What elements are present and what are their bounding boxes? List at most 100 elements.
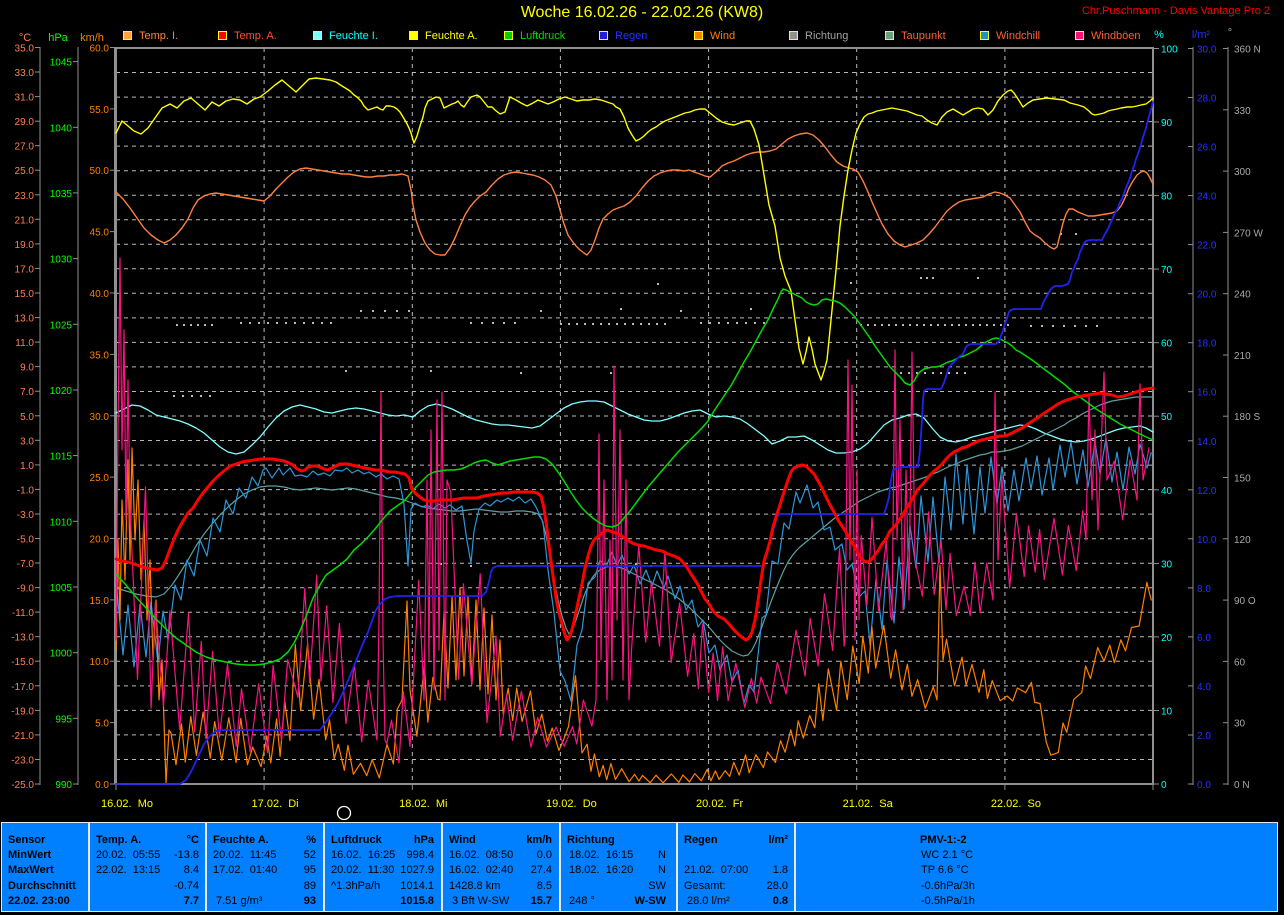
svg-text:60: 60 [1161,339,1173,350]
svg-text:2.0: 2.0 [1197,731,1211,742]
svg-text:50.0: 50.0 [90,166,110,177]
svg-text:1.0: 1.0 [20,461,34,472]
svg-text:25.0: 25.0 [90,473,110,484]
svg-text:km/h: km/h [80,32,104,44]
svg-text:-13.0: -13.0 [11,633,34,644]
svg-text:70: 70 [1161,265,1173,276]
svg-text:360 N: 360 N [1234,45,1261,56]
svg-text:1035: 1035 [50,189,73,200]
svg-text:1045: 1045 [50,58,73,69]
svg-text:1005: 1005 [50,583,73,594]
svg-text:-11.0: -11.0 [12,608,34,619]
svg-text:31.0: 31.0 [15,93,35,104]
svg-text:240: 240 [1234,290,1251,301]
svg-text:19.0: 19.0 [15,240,35,251]
svg-text:-17.0: -17.0 [11,682,34,693]
svg-text:90 O: 90 O [1234,596,1256,607]
svg-text:330: 330 [1234,106,1251,117]
svg-text:-3.0: -3.0 [17,510,35,521]
svg-text:30: 30 [1161,559,1173,570]
svg-text:15.0: 15.0 [90,596,110,607]
svg-text:995: 995 [55,714,72,725]
svg-text:-25.0: -25.0 [11,780,34,791]
svg-text:21.0: 21.0 [15,215,35,226]
svg-text:270 W: 270 W [1234,228,1263,239]
svg-text:0.0: 0.0 [95,780,109,791]
svg-text:-7.0: -7.0 [17,559,35,570]
svg-text:17.02. Di: 17.02. Di [252,798,299,810]
svg-text:9.0: 9.0 [20,363,34,374]
svg-text:-9.0: -9.0 [17,584,35,595]
svg-text:990: 990 [55,780,72,791]
svg-text:90: 90 [1161,118,1173,129]
svg-text:33.0: 33.0 [15,68,35,79]
svg-text:16.0: 16.0 [1197,388,1217,399]
svg-text:30.0: 30.0 [90,412,110,423]
svg-text:100: 100 [1161,45,1178,56]
svg-text:35.0: 35.0 [90,350,110,361]
svg-text:20.0: 20.0 [90,535,110,546]
svg-text:24.0: 24.0 [1197,192,1217,203]
svg-text:16.02. Mo: 16.02. Mo [101,798,153,810]
svg-text:20: 20 [1161,633,1173,644]
svg-text:7.0: 7.0 [20,387,34,398]
svg-text:4.0: 4.0 [1197,682,1211,693]
svg-text:10: 10 [1161,707,1173,718]
svg-text:10.0: 10.0 [1197,535,1217,546]
svg-text:%: % [1154,29,1164,41]
svg-text:18.0: 18.0 [1197,339,1217,350]
svg-text:25.0: 25.0 [15,166,35,177]
svg-text:22.0: 22.0 [1197,241,1217,252]
svg-text:19.02. Do: 19.02. Do [546,798,597,810]
svg-text:-1.0: -1.0 [17,485,35,496]
svg-text:60: 60 [1234,657,1246,668]
svg-text:0 N: 0 N [1234,780,1250,791]
svg-text:-23.0: -23.0 [11,756,34,767]
svg-text:1040: 1040 [50,123,73,134]
svg-text:°C: °C [19,32,31,44]
svg-text:8.0: 8.0 [1197,584,1211,595]
svg-text:1015: 1015 [50,452,73,463]
svg-text:l/m²: l/m² [1192,29,1211,41]
svg-text:55.0: 55.0 [90,105,110,116]
svg-text:30: 30 [1234,719,1246,730]
svg-text:10.0: 10.0 [90,657,110,668]
svg-text:150: 150 [1234,474,1251,485]
svg-text:28.0: 28.0 [1197,94,1217,105]
svg-text:5.0: 5.0 [95,719,109,730]
svg-text:hPa: hPa [48,32,68,44]
svg-text:-5.0: -5.0 [17,535,35,546]
svg-text:11.0: 11.0 [15,338,34,349]
svg-text:0: 0 [1161,780,1167,791]
svg-text:180 S: 180 S [1234,412,1260,423]
svg-text:45.0: 45.0 [90,228,110,239]
svg-text:15.0: 15.0 [15,289,35,300]
svg-text:18.02. Mi: 18.02. Mi [399,798,447,810]
svg-text:40: 40 [1161,486,1173,497]
svg-text:6.0: 6.0 [1197,633,1211,644]
svg-text:80: 80 [1161,192,1173,203]
svg-text:30.0: 30.0 [1197,45,1217,56]
svg-text:3.0: 3.0 [20,436,34,447]
svg-text:1010: 1010 [50,517,73,528]
svg-text:13.0: 13.0 [15,314,35,325]
svg-text:210: 210 [1234,351,1251,362]
svg-text:120: 120 [1234,535,1251,546]
svg-text:5.0: 5.0 [20,412,34,423]
svg-text:35.0: 35.0 [15,44,35,55]
svg-text:300: 300 [1234,167,1251,178]
svg-text:50: 50 [1161,412,1173,423]
svg-text:1000: 1000 [50,649,73,660]
svg-text:17.0: 17.0 [15,264,35,275]
svg-text:22.02. So: 22.02. So [991,798,1041,810]
svg-text:-15.0: -15.0 [11,657,34,668]
svg-text:40.0: 40.0 [90,289,110,300]
svg-text:1030: 1030 [50,255,73,266]
svg-text:20.0: 20.0 [1197,290,1217,301]
svg-text:1025: 1025 [50,320,73,331]
svg-text:27.0: 27.0 [15,142,35,153]
svg-text:1020: 1020 [50,386,73,397]
svg-text:23.0: 23.0 [15,191,35,202]
svg-text:60.0: 60.0 [90,44,110,55]
svg-text:21.02. Sa: 21.02. Sa [843,798,894,810]
